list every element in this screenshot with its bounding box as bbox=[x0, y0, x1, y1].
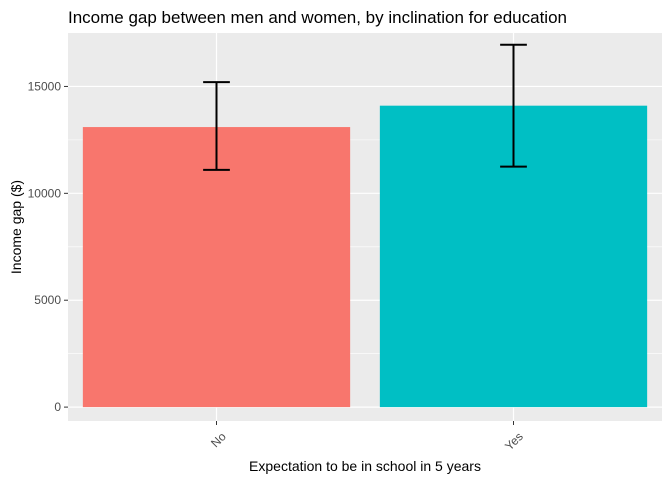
y-tick-label: 10000 bbox=[28, 186, 62, 200]
error-bars bbox=[203, 43, 527, 171]
x-axis-ticks: No Yes bbox=[208, 421, 526, 453]
y-tick-label: 0 bbox=[54, 400, 61, 414]
chart-title: Income gap between men and women, by inc… bbox=[68, 8, 567, 27]
x-axis-title: Expectation to be in school in 5 years bbox=[249, 458, 481, 474]
bar-no bbox=[82, 127, 351, 408]
y-axis-ticks: 0 5000 10000 15000 bbox=[28, 79, 68, 414]
error-bar-yes bbox=[500, 43, 527, 168]
x-tick-label: Yes bbox=[502, 429, 526, 453]
y-tick-label: 5000 bbox=[34, 293, 61, 307]
y-tick-label: 15000 bbox=[28, 79, 62, 93]
error-bar-no bbox=[203, 81, 230, 171]
y-axis-title: Income gap ($) bbox=[8, 180, 24, 274]
x-tick-label: No bbox=[208, 429, 229, 450]
